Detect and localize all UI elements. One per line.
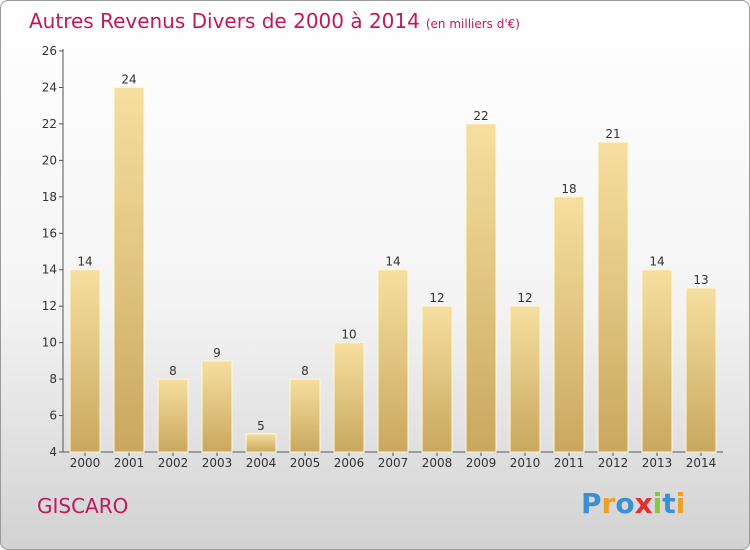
y-tick-label: 14 (42, 263, 57, 277)
bar-value-label: 8 (169, 364, 177, 378)
bar[interactable] (421, 305, 453, 453)
x-tick-label: 2005 (290, 456, 321, 470)
bar-value-label: 18 (561, 182, 576, 196)
bar-value-label: 13 (693, 273, 708, 287)
x-tick-label: 2009 (466, 456, 497, 470)
y-tick-label: 6 (49, 409, 57, 423)
logo-letter: t (662, 487, 676, 520)
logo-letter: i (675, 487, 686, 520)
logo-letter: i (652, 487, 663, 520)
x-tick-label: 2003 (202, 456, 233, 470)
y-tick-label: 20 (42, 153, 57, 167)
bar[interactable] (201, 360, 233, 453)
logo-letter: o (615, 487, 635, 520)
commune-name: GISCARO (37, 494, 129, 518)
bar-value-label: 12 (429, 291, 444, 305)
x-tick-label: 2001 (114, 456, 145, 470)
bar[interactable] (509, 305, 541, 453)
bar[interactable] (289, 378, 321, 453)
bar-value-label: 10 (341, 328, 356, 342)
proxiti-logo[interactable]: Proxiti (581, 487, 685, 520)
x-tick-label: 2013 (642, 456, 673, 470)
x-tick-label: 2004 (246, 456, 277, 470)
bar-value-label: 12 (517, 291, 532, 305)
x-tick-label: 2008 (422, 456, 453, 470)
logo-letter: r (601, 487, 616, 520)
bar[interactable] (685, 287, 717, 453)
y-tick-label: 16 (42, 226, 57, 240)
y-tick-label: 24 (42, 80, 57, 94)
bar[interactable] (553, 196, 585, 453)
bar[interactable] (245, 433, 277, 453)
bar[interactable] (597, 141, 629, 453)
chart-value-labels: 14 24 8 9 5 8 10 14 12 22 12 18 21 14 13 (77, 72, 708, 432)
x-tick-label: 2010 (510, 456, 541, 470)
x-tick-label: 2011 (554, 456, 585, 470)
y-tick-label: 26 (42, 44, 57, 58)
x-tick-label: 2006 (334, 456, 365, 470)
title-unit: (en milliers d'€) (425, 17, 520, 31)
bar-value-label: 14 (385, 255, 400, 269)
x-tick-label: 2002 (158, 456, 189, 470)
chart-axes: 4 6 8 10 12 14 16 18 20 22 24 26 2000 2001 2002 2003 200… (42, 44, 723, 470)
chart-bars (69, 86, 717, 453)
x-tick-label: 2007 (378, 456, 409, 470)
x-tick-label: 2012 (598, 456, 629, 470)
chart-title: Autres Revenus Divers de 2000 à 2014 (en … (29, 9, 520, 33)
y-tick-label: 4 (49, 445, 57, 459)
bar-value-label: 8 (301, 364, 309, 378)
bar[interactable] (69, 269, 101, 453)
bar[interactable] (641, 269, 673, 453)
bar-value-label: 22 (473, 109, 488, 123)
bar-value-label: 21 (605, 127, 620, 141)
logo-letter: P (581, 487, 602, 520)
logo-letter: x (634, 487, 653, 520)
bar-value-label: 24 (121, 72, 136, 86)
y-tick-label: 12 (42, 299, 57, 313)
bar[interactable] (157, 378, 189, 453)
bar-value-label: 5 (257, 419, 265, 433)
bar-value-label: 14 (649, 255, 664, 269)
bar[interactable] (113, 86, 145, 453)
x-tick-label: 2000 (70, 456, 101, 470)
bar-value-label: 14 (77, 255, 92, 269)
y-tick-label: 10 (42, 336, 57, 350)
bar[interactable] (333, 342, 365, 453)
title-text: Autres Revenus Divers de 2000 à 2014 (29, 9, 420, 33)
y-tick-label: 18 (42, 190, 57, 204)
x-tick-label: 2014 (686, 456, 717, 470)
y-tick-label: 8 (49, 372, 57, 386)
bar-value-label: 9 (213, 346, 221, 360)
bar[interactable] (377, 269, 409, 453)
y-tick-label: 22 (42, 117, 57, 131)
bar[interactable] (465, 123, 497, 453)
